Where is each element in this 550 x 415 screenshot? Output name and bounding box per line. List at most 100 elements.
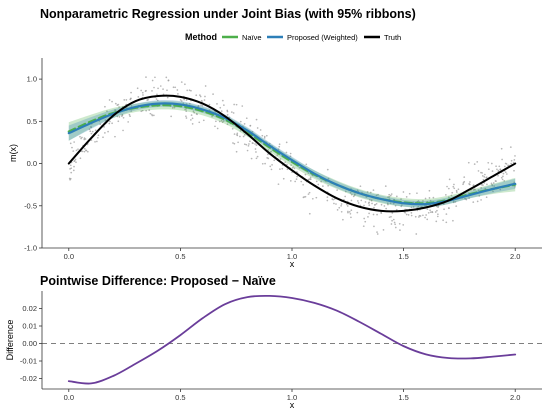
scatter-point — [505, 173, 508, 175]
scatter-point — [350, 193, 353, 196]
scatter-point — [185, 117, 188, 119]
scatter-point — [472, 201, 475, 203]
scatter-point — [177, 93, 179, 95]
scatter-point — [286, 168, 289, 171]
scatter-point — [185, 110, 188, 112]
scatter-point — [443, 208, 445, 211]
scatter-point — [130, 97, 132, 100]
scatter-point — [190, 89, 192, 92]
bottom-x-tick-label: 1.5 — [398, 393, 408, 402]
scatter-point — [235, 150, 238, 153]
scatter-point — [408, 192, 411, 195]
scatter-point — [392, 218, 395, 221]
scatter-point — [202, 119, 205, 122]
scatter-point — [452, 185, 455, 188]
scatter-point — [256, 155, 259, 158]
scatter-point — [83, 150, 86, 153]
scatter-point — [231, 127, 234, 130]
scatter-point — [415, 233, 418, 235]
scatter-point — [338, 206, 341, 209]
scatter-point — [453, 183, 455, 186]
scatter-point — [204, 85, 207, 87]
scatter-point — [200, 99, 203, 102]
scatter-point — [211, 115, 213, 118]
scatter-point — [375, 194, 378, 197]
scatter-point — [268, 142, 271, 145]
scatter-point — [188, 102, 191, 105]
scatter-point — [174, 86, 177, 89]
scatter-point — [254, 143, 256, 145]
top-axes: 0.0 0.5 1.0 1.5 2.0 -1.0 -0.5 0.0 0.5 1.0 — [24, 58, 542, 261]
scatter-point — [499, 188, 502, 191]
scatter-point — [118, 106, 120, 108]
scatter-point — [429, 199, 432, 202]
scatter-point — [69, 168, 71, 170]
scatter-point — [198, 121, 201, 124]
scatter-point — [510, 162, 512, 165]
scatter-point — [75, 149, 78, 152]
scatter-point — [326, 168, 329, 171]
scatter-point — [285, 151, 288, 154]
top-x-tick-label: 1.0 — [287, 252, 297, 261]
difference-panel: Pointwise Difference: Proposed − Naïve 0… — [5, 274, 542, 410]
scatter-point — [418, 214, 421, 217]
scatter-point — [247, 144, 250, 147]
scatter-point — [73, 165, 75, 168]
scatter-point — [73, 160, 76, 162]
scatter-point — [184, 83, 186, 86]
scatter-point — [472, 184, 475, 186]
scatter-point — [121, 114, 124, 116]
scatter-point — [446, 185, 448, 188]
scatter-point — [156, 99, 159, 102]
scatter-point — [237, 141, 239, 144]
bottom-y-axis-label: Difference — [5, 320, 15, 361]
scatter-point — [448, 178, 451, 181]
scatter-point — [462, 183, 464, 186]
scatter-point — [391, 212, 394, 214]
scatter-point — [480, 183, 483, 186]
bottom-chart-title: Pointwise Difference: Proposed − Naïve — [40, 274, 276, 288]
bottom-y-tick-label: 0.00 — [22, 339, 37, 348]
scatter-point — [455, 191, 458, 193]
scatter-point — [233, 103, 235, 106]
scatter-point — [368, 201, 370, 204]
scatter-point — [477, 189, 480, 192]
scatter-point — [204, 95, 206, 98]
bottom-y-tick-label: -0.02 — [20, 374, 37, 383]
scatter-point — [230, 111, 233, 113]
scatter-point — [424, 197, 427, 200]
scatter-point — [368, 212, 370, 215]
scatter-point — [293, 167, 296, 170]
scatter-point — [249, 124, 252, 127]
scatter-point — [497, 174, 499, 177]
scatter-point — [233, 142, 236, 145]
scatter-point — [304, 195, 307, 198]
scatter-point — [191, 123, 194, 125]
scatter-point — [130, 110, 133, 112]
scatter-point — [220, 119, 223, 122]
scatter-point — [500, 147, 503, 150]
scatter-point — [509, 146, 512, 148]
scatter-point — [417, 205, 420, 208]
scatter-point — [326, 199, 329, 202]
scatter-point — [114, 109, 116, 111]
scatter-point — [435, 220, 438, 223]
scatter-point — [252, 142, 254, 145]
scatter-point — [429, 211, 432, 214]
scatter-point — [195, 94, 198, 97]
scatter-point — [422, 214, 424, 217]
scatter-point — [391, 219, 393, 222]
scatter-point — [480, 187, 483, 189]
scatter-point — [429, 209, 431, 212]
scatter-point — [145, 109, 148, 112]
scatter-point — [185, 115, 187, 118]
scatter-point — [451, 191, 454, 194]
scatter-point — [200, 104, 202, 106]
scatter-point — [111, 122, 113, 125]
scatter-point — [398, 222, 401, 225]
scatter-point — [114, 102, 117, 105]
scatter-point — [278, 143, 281, 146]
scatter-point — [199, 95, 202, 98]
scatter-point — [513, 181, 516, 184]
scatter-point — [455, 189, 458, 192]
